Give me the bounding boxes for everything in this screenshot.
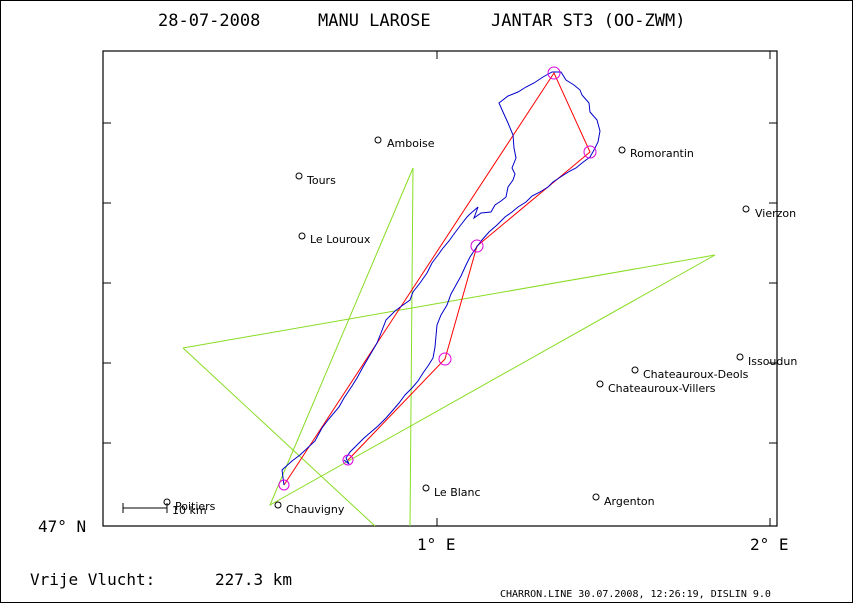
place-marker-issoudun	[736, 353, 744, 361]
place-marker-le-louroux	[298, 232, 306, 240]
longitude-label-2: 2° E	[750, 535, 789, 554]
flight-date: 28-07-2008	[158, 11, 260, 31]
latitude-label: 47° N	[38, 517, 86, 536]
airspace-lines	[182, 167, 716, 527]
airspace-line-b	[182, 347, 376, 527]
place-marker-chateauroux-villers	[596, 380, 604, 388]
turnpoint-2	[583, 145, 597, 159]
turnpoint-finish	[342, 454, 354, 466]
airspace-line-a	[182, 167, 716, 527]
place-tours: Tours	[306, 174, 336, 187]
place-marker-tours	[295, 172, 303, 180]
credits-line: CHARRON.LINE 30.07.2008, 12:26:19, DISLI…	[500, 589, 771, 600]
place-marker-argenton	[592, 493, 600, 501]
place-le-louroux: Le Louroux	[310, 233, 371, 246]
turnpoint-4	[438, 352, 452, 366]
place-poitiers: Poitiers	[175, 500, 216, 513]
place-marker-romorantin	[618, 146, 626, 154]
left-axis-ticks	[103, 122, 111, 444]
task-route	[283, 71, 591, 486]
place-issoudun: Issoudun	[748, 355, 797, 368]
place-le-blanc: Le Blanc	[434, 486, 481, 499]
place-marker-amboise	[374, 136, 382, 144]
turnpoint-1	[547, 66, 561, 80]
flight-track	[281, 71, 601, 486]
place-amboise: Amboise	[387, 137, 435, 150]
turnpoint-3	[470, 239, 484, 253]
turnpoint-start	[278, 479, 290, 491]
glider-name: JANTAR ST3 (OO-ZWM)	[491, 11, 685, 31]
places-layer: Amboise Tours Le Louroux Romorantin Vier…	[163, 136, 797, 516]
place-marker-chauvigny	[274, 501, 282, 509]
place-romorantin: Romorantin	[630, 147, 694, 160]
scale-bar-label: 10 km	[172, 504, 207, 517]
place-chauvigny: Chauvigny	[286, 503, 345, 516]
place-vierzon: Vierzon	[755, 207, 796, 220]
scale-bar	[122, 503, 168, 513]
right-axis-ticks	[769, 122, 777, 444]
distance-value: 227.3 km	[215, 570, 292, 589]
pilot-name: MANU LAROSE	[318, 11, 431, 31]
place-chateauroux-deols: Chateauroux-Deols	[643, 368, 749, 381]
turnpoints	[278, 66, 597, 491]
place-marker-chateauroux-deols	[631, 366, 639, 374]
plot-frame	[102, 50, 778, 527]
longitude-ticks	[436, 51, 771, 526]
place-marker-vierzon	[742, 205, 750, 213]
place-argenton: Argenton	[604, 495, 655, 508]
distance-label: Vrije Vlucht:	[30, 570, 155, 589]
place-chateauroux-villers: Chateauroux-Villers	[608, 382, 716, 395]
place-marker-le-blanc	[422, 484, 430, 492]
longitude-label-1: 1° E	[417, 535, 456, 554]
